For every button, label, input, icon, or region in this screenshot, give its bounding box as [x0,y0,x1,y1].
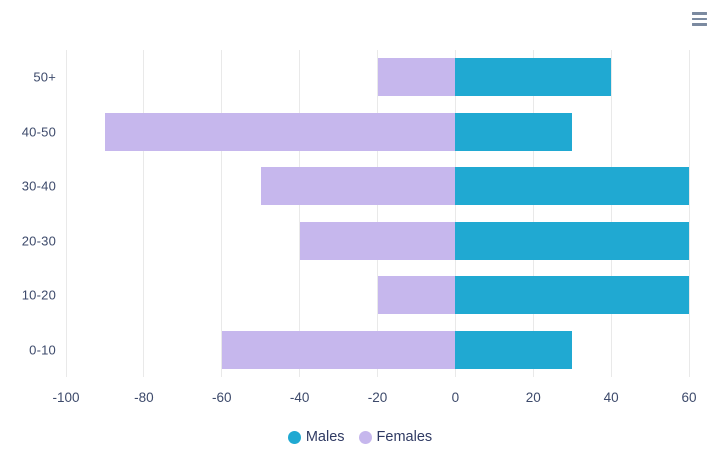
x-axis-label-0: 0 [451,390,460,405]
chart-legend: Males Females [0,429,720,445]
x-axis-label-20: 20 [525,390,541,405]
y-axis-label-20-30: 20-30 [21,233,56,249]
y-axis-label-10-20: 10-20 [21,287,56,303]
gridline-x-60 [688,50,690,377]
menu-bar [692,17,707,21]
y-axis-label-50+: 50+ [33,69,56,85]
x-axis-label--100: -100 [52,390,80,405]
x-axis-label-60: 60 [681,390,697,405]
gridline-x-0 [454,50,456,377]
y-axis-label-40-50: 40-50 [21,124,56,140]
bar-females-30-40[interactable] [260,167,456,206]
y-axis-label-0-10: 0-10 [29,342,56,358]
gridline-x--60 [221,50,223,377]
gridline-x--100 [65,50,67,377]
bar-males-0-10[interactable] [455,330,573,369]
x-axis-label--60: -60 [211,390,232,405]
y-axis-label-30-40: 30-40 [21,178,56,194]
x-axis-label-40: 40 [603,390,619,405]
legend-label: Males [305,429,345,445]
gridline-x-40 [610,50,612,377]
x-axis-label--40: -40 [289,390,310,405]
bar-males-20-30[interactable] [455,221,689,260]
gridline-x--40 [299,50,301,377]
gridline-x--80 [143,50,145,377]
gridline-x-20 [532,50,534,377]
legend-marker-icon [287,430,301,444]
x-axis-label--80: -80 [134,390,154,405]
bar-females-50+[interactable] [377,58,456,97]
bar-females-10-20[interactable] [377,276,456,315]
bar-males-10-20[interactable] [455,276,689,315]
legend-item-females[interactable]: Females [358,429,433,445]
x-axis-label--20: -20 [367,390,388,405]
legend-item-males[interactable]: Males [287,429,345,445]
menu-bar [692,12,707,15]
hamburger-menu-icon[interactable] [691,10,709,28]
menu-bar [692,23,707,26]
legend-marker-icon [358,430,372,444]
bar-females-40-50[interactable] [104,112,456,151]
bar-females-0-10[interactable] [221,330,456,369]
legend-label: Females [376,429,433,445]
bar-males-40-50[interactable] [455,112,573,151]
gridline-x--20 [377,50,378,377]
bar-males-30-40[interactable] [455,167,689,206]
bar-females-20-30[interactable] [299,221,456,260]
bar-males-50+[interactable] [455,58,612,97]
